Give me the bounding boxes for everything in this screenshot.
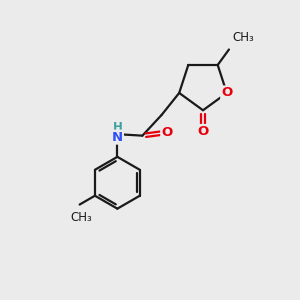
Text: N: N bbox=[112, 130, 123, 144]
Text: H: H bbox=[112, 121, 122, 134]
Text: O: O bbox=[161, 126, 172, 139]
Text: O: O bbox=[221, 86, 232, 100]
Text: CH₃: CH₃ bbox=[232, 31, 254, 44]
Text: CH₃: CH₃ bbox=[70, 211, 92, 224]
Text: O: O bbox=[197, 125, 208, 138]
